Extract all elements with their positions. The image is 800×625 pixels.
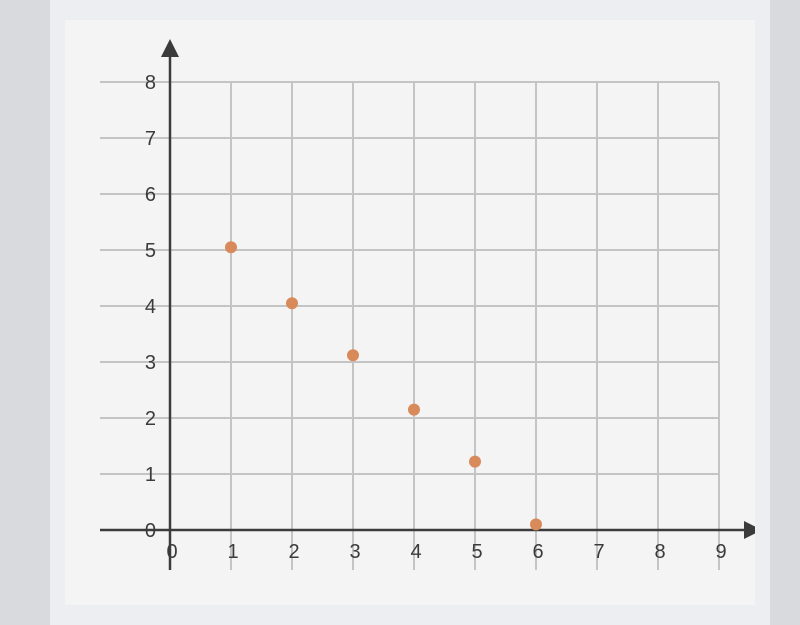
data-point (225, 241, 237, 253)
y-tick-label: 6 (145, 184, 156, 206)
x-axis-arrow-icon (744, 521, 755, 539)
y-tick-label: 5 (145, 240, 156, 262)
x-tick-label: 1 (227, 541, 238, 563)
x-tick-label: 7 (593, 541, 604, 563)
outer-frame: 0 1 2 3 4 5 6 7 8 9 0 1 2 3 4 5 6 7 8 (50, 0, 770, 625)
data-point (469, 456, 481, 468)
x-tick-label: 3 (349, 541, 360, 563)
y-tick-label: 2 (145, 408, 156, 430)
y-tick-label: 8 (145, 72, 156, 94)
scatter-chart: 0 1 2 3 4 5 6 7 8 9 0 1 2 3 4 5 6 7 8 (65, 20, 755, 605)
x-tick-label: 5 (471, 541, 482, 563)
x-tick-label: 4 (410, 541, 421, 563)
data-point (530, 518, 542, 530)
y-tick-label: 4 (145, 296, 156, 318)
chart-panel: 0 1 2 3 4 5 6 7 8 9 0 1 2 3 4 5 6 7 8 (65, 20, 755, 605)
x-tick-label: 8 (654, 541, 665, 563)
data-point (347, 349, 359, 361)
y-axis-arrow-icon (161, 39, 179, 57)
y-tick-label: 7 (145, 128, 156, 150)
data-point (286, 297, 298, 309)
data-point (408, 404, 420, 416)
y-tick-label: 3 (145, 352, 156, 374)
x-tick-label: 2 (288, 541, 299, 563)
x-tick-label: 0 (166, 541, 177, 563)
x-tick-label: 6 (532, 541, 543, 563)
y-tick-label: 0 (145, 520, 156, 542)
y-tick-label: 1 (145, 464, 156, 486)
x-tick-label: 9 (715, 541, 726, 563)
